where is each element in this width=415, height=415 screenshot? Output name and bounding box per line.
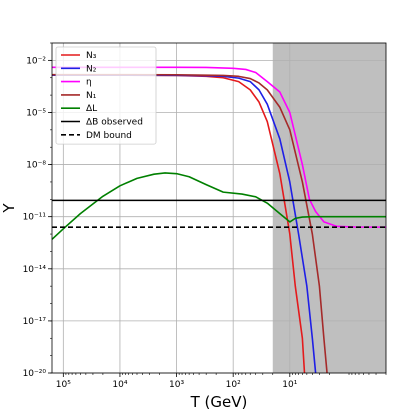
legend-label: N₃ [86, 51, 97, 61]
y-tick-label: 10⁻⁸ [26, 161, 46, 171]
legend-label: N₂ [86, 64, 97, 74]
shaded-region [272, 43, 386, 373]
y-tick-label: 10⁻¹⁴ [23, 265, 47, 275]
x-tick-label: 10³ [169, 380, 184, 390]
x-axis-title: T (GeV) [190, 393, 248, 411]
y-axis-ticks: 10⁻²⁰ 10⁻¹⁷ 10⁻¹⁴ 10⁻¹¹ 10⁻⁸ 10⁻⁵ 10⁻² [23, 42, 52, 379]
legend-label: ΔB observed [86, 118, 143, 128]
plot-frame [51, 42, 387, 374]
series-line-4 [51, 172, 386, 240]
x-tick-label: 10² [226, 380, 241, 390]
legend-box [55, 46, 157, 145]
y-tick-label: 10⁻¹⁷ [23, 317, 47, 327]
y-axis-title: Y [0, 203, 18, 214]
legend-label: η [86, 78, 92, 88]
x-axis-ticks: 10⁵ 10⁴ 10³ 10² 10¹ [56, 373, 387, 390]
legend-label: N₁ [86, 91, 97, 101]
series-line-3 [52, 73, 328, 374]
x-tick-label: 10⁴ [112, 380, 127, 390]
series-lines [51, 66, 387, 374]
y-tick-label: 10⁻⁵ [26, 108, 46, 118]
legend-label: ΔL [86, 104, 97, 114]
x-tick-label: 10¹ [282, 380, 297, 390]
series-line-2 [52, 66, 387, 228]
legend-label: DM bound [86, 131, 132, 141]
x-tick-label: 10⁵ [56, 380, 71, 390]
y-tick-label: 10⁻²⁰ [23, 369, 47, 379]
y-tick-label: 10⁻² [26, 56, 46, 66]
legend: N₃ N₂ η N₁ ΔL ΔB observed DM bound [55, 46, 157, 145]
y-tick-label: 10⁻¹¹ [23, 213, 47, 223]
